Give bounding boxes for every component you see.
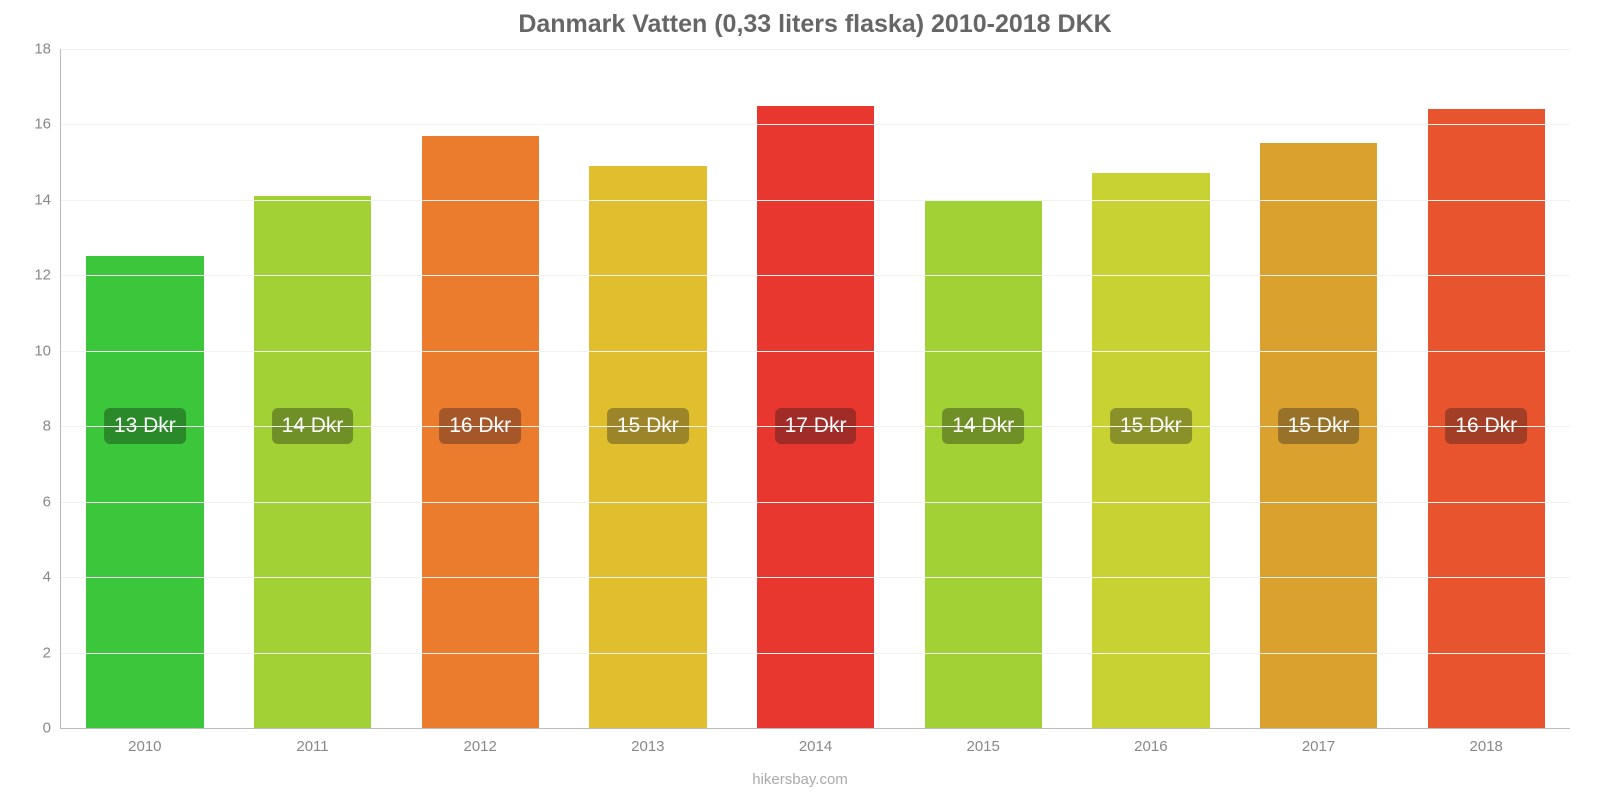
- bar: 15 Dkr: [1092, 173, 1209, 728]
- gridline: [61, 124, 1570, 125]
- y-tick-label: 4: [43, 569, 61, 586]
- bar-slot: 14 Dkr2011: [229, 49, 397, 728]
- bar: 13 Dkr: [86, 256, 203, 728]
- bar: 16 Dkr: [1428, 109, 1545, 728]
- x-tick-label: 2017: [1302, 728, 1335, 755]
- x-tick-label: 2015: [967, 728, 1000, 755]
- x-tick-label: 2011: [296, 728, 328, 755]
- y-tick-label: 0: [43, 720, 61, 737]
- attribution-text: hikersbay.com: [0, 771, 1600, 788]
- x-tick-label: 2010: [128, 728, 161, 755]
- bar-slot: 15 Dkr2013: [564, 49, 732, 728]
- bar-slot: 17 Dkr2014: [732, 49, 900, 728]
- gridline: [61, 351, 1570, 352]
- bar-slot: 13 Dkr2010: [61, 49, 229, 728]
- y-tick-label: 8: [43, 418, 61, 435]
- bar-slot: 16 Dkr2018: [1402, 49, 1570, 728]
- chart-container: Danmark Vatten (0,33 liters flaska) 2010…: [0, 0, 1600, 800]
- gridline: [61, 426, 1570, 427]
- y-tick-label: 10: [34, 342, 61, 359]
- gridline: [61, 200, 1570, 201]
- bar-slot: 15 Dkr2016: [1067, 49, 1235, 728]
- bar: 14 Dkr: [925, 200, 1042, 728]
- bar: 15 Dkr: [589, 166, 706, 728]
- x-tick-label: 2013: [631, 728, 664, 755]
- bar: 16 Dkr: [422, 136, 539, 728]
- bars-group: 13 Dkr201014 Dkr201116 Dkr201215 Dkr2013…: [61, 49, 1570, 728]
- x-tick-label: 2014: [799, 728, 832, 755]
- x-tick-label: 2016: [1134, 728, 1167, 755]
- y-tick-label: 16: [34, 116, 61, 133]
- y-tick-label: 18: [34, 41, 61, 58]
- y-tick-label: 14: [34, 191, 61, 208]
- y-tick-label: 12: [34, 267, 61, 284]
- y-tick-label: 2: [43, 644, 61, 661]
- gridline: [61, 653, 1570, 654]
- gridline: [61, 502, 1570, 503]
- x-tick-label: 2018: [1470, 728, 1503, 755]
- bar-slot: 16 Dkr2012: [396, 49, 564, 728]
- chart-title: Danmark Vatten (0,33 liters flaska) 2010…: [60, 10, 1570, 39]
- gridline: [61, 577, 1570, 578]
- bar-slot: 15 Dkr2017: [1235, 49, 1403, 728]
- y-tick-label: 6: [43, 493, 61, 510]
- bar-slot: 14 Dkr2015: [899, 49, 1067, 728]
- bar: 15 Dkr: [1260, 143, 1377, 728]
- x-tick-label: 2012: [463, 728, 496, 755]
- plot-area: 13 Dkr201014 Dkr201116 Dkr201215 Dkr2013…: [60, 49, 1570, 729]
- gridline: [61, 275, 1570, 276]
- gridline: [61, 49, 1570, 50]
